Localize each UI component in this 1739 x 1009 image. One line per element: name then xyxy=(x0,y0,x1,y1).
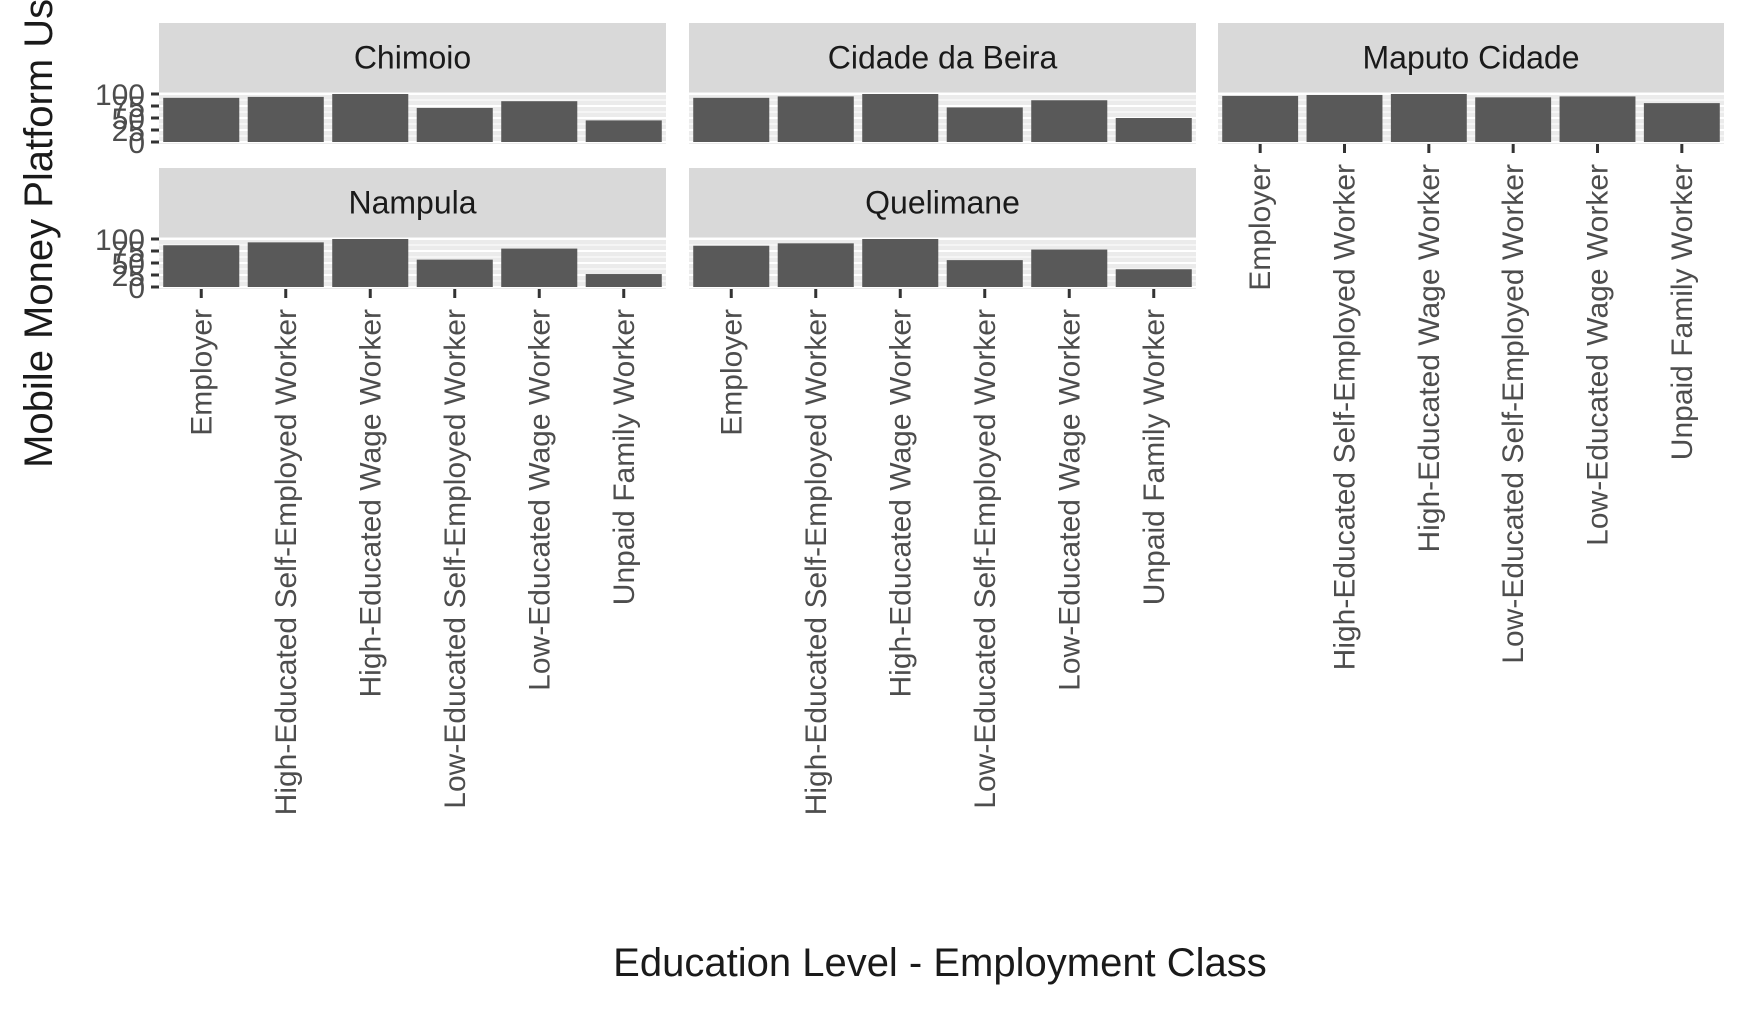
x-tick-label-high-educated-self-employed-worker: High-Educated Self-Employed Worker xyxy=(270,309,303,815)
y-tick-label: 75 xyxy=(112,91,145,124)
bar-quelimane-high-educated-self-employed-worker xyxy=(777,243,854,287)
bar-cidade-da-beira-unpaid-family-worker xyxy=(1115,118,1192,142)
bar-quelimane-high-educated-wage-worker xyxy=(862,239,939,287)
bar-quelimane-low-educated-wage-worker xyxy=(1031,249,1108,287)
facet-strip-cidade-da-beira xyxy=(689,23,1196,92)
bar-nampula-unpaid-family-worker xyxy=(585,274,662,287)
facet-strip-maputo-cidade xyxy=(1218,23,1724,92)
bar-nampula-low-educated-self-employed-worker xyxy=(416,259,493,287)
bar-quelimane-unpaid-family-worker xyxy=(1115,269,1192,287)
x-tick-label-high-educated-self-employed-worker: High-Educated Self-Employed Worker xyxy=(800,309,833,815)
bar-maputo-cidade-high-educated-self-employed-worker xyxy=(1306,94,1383,142)
x-tick-label-employer: Employer xyxy=(185,309,218,436)
y-axis-title: Mobile Money Platform Usage xyxy=(17,0,61,468)
y-tick-label: 25 xyxy=(112,115,145,148)
bar-cidade-da-beira-employer xyxy=(693,97,770,142)
x-tick-label-low-educated-wage-worker: Low-Educated Wage Worker xyxy=(1053,309,1086,691)
bar-chimoio-employer xyxy=(163,97,240,142)
x-tick-label-unpaid-family-worker: Unpaid Family Worker xyxy=(1138,309,1171,605)
bar-quelimane-low-educated-self-employed-worker xyxy=(946,260,1023,287)
y-tick-label: 50 xyxy=(112,248,145,281)
bar-cidade-da-beira-low-educated-wage-worker xyxy=(1031,100,1108,142)
bar-maputo-cidade-high-educated-wage-worker xyxy=(1390,94,1467,142)
bar-maputo-cidade-low-educated-self-employed-worker xyxy=(1475,97,1552,142)
x-tick-label-low-educated-self-employed-worker: Low-Educated Self-Employed Worker xyxy=(969,309,1002,809)
bar-chimoio-low-educated-wage-worker xyxy=(501,101,578,142)
facet-title-nampula: Nampula xyxy=(348,185,476,221)
x-tick-label-unpaid-family-worker: Unpaid Family Worker xyxy=(608,309,641,605)
facet-title-cidade-da-beira: Cidade da Beira xyxy=(828,40,1058,76)
bar-nampula-low-educated-wage-worker xyxy=(501,248,578,287)
bar-quelimane-employer xyxy=(693,245,770,287)
bar-chimoio-low-educated-self-employed-worker xyxy=(416,107,493,142)
bar-cidade-da-beira-low-educated-self-employed-worker xyxy=(946,107,1023,142)
y-tick-label: 75 xyxy=(112,236,145,269)
y-tick-label: 0 xyxy=(128,272,145,305)
y-tick-label: 100 xyxy=(95,79,145,112)
x-tick-label-high-educated-self-employed-worker: High-Educated Self-Employed Worker xyxy=(1329,164,1362,670)
y-tick-label: 50 xyxy=(112,103,145,136)
bar-nampula-employer xyxy=(163,245,240,287)
x-axis-title: Education Level - Employment Class xyxy=(613,941,1267,985)
x-tick-label-low-educated-wage-worker: Low-Educated Wage Worker xyxy=(1582,164,1615,546)
facet-strip-nampula xyxy=(159,168,666,237)
x-tick-label-low-educated-self-employed-worker: Low-Educated Self-Employed Worker xyxy=(1497,164,1530,664)
x-tick-label-employer: Employer xyxy=(1244,164,1277,291)
x-tick-label-unpaid-family-worker: Unpaid Family Worker xyxy=(1666,164,1699,460)
bar-chimoio-high-educated-wage-worker xyxy=(332,94,409,142)
facet-strip-quelimane xyxy=(689,168,1196,237)
x-tick-label-low-educated-wage-worker: Low-Educated Wage Worker xyxy=(523,309,556,691)
facet-title-quelimane: Quelimane xyxy=(865,185,1020,221)
x-tick-label-high-educated-wage-worker: High-Educated Wage Worker xyxy=(884,309,917,698)
bar-maputo-cidade-unpaid-family-worker xyxy=(1643,103,1720,142)
bar-chimoio-high-educated-self-employed-worker xyxy=(247,96,324,142)
bar-maputo-cidade-employer xyxy=(1222,95,1299,142)
x-tick-label-low-educated-self-employed-worker: Low-Educated Self-Employed Worker xyxy=(439,309,472,809)
bar-nampula-high-educated-wage-worker xyxy=(332,239,409,287)
y-tick-label: 0 xyxy=(128,127,145,160)
y-tick-label: 100 xyxy=(95,224,145,257)
bar-cidade-da-beira-high-educated-self-employed-worker xyxy=(777,96,854,142)
bar-nampula-high-educated-self-employed-worker xyxy=(247,242,324,287)
x-tick-label-high-educated-wage-worker: High-Educated Wage Worker xyxy=(1413,164,1446,553)
bar-maputo-cidade-low-educated-wage-worker xyxy=(1559,96,1636,142)
y-tick-label: 25 xyxy=(112,260,145,293)
facet-title-chimoio: Chimoio xyxy=(354,40,471,76)
x-tick-label-high-educated-wage-worker: High-Educated Wage Worker xyxy=(354,309,387,698)
x-tick-label-employer: Employer xyxy=(715,309,748,436)
facet-title-maputo-cidade: Maputo Cidade xyxy=(1362,40,1579,76)
bar-chimoio-unpaid-family-worker xyxy=(585,120,662,142)
facet-strip-chimoio xyxy=(159,23,666,92)
bar-cidade-da-beira-high-educated-wage-worker xyxy=(862,94,939,142)
